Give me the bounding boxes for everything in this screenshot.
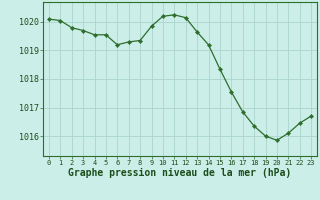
X-axis label: Graphe pression niveau de la mer (hPa): Graphe pression niveau de la mer (hPa) bbox=[68, 168, 292, 178]
